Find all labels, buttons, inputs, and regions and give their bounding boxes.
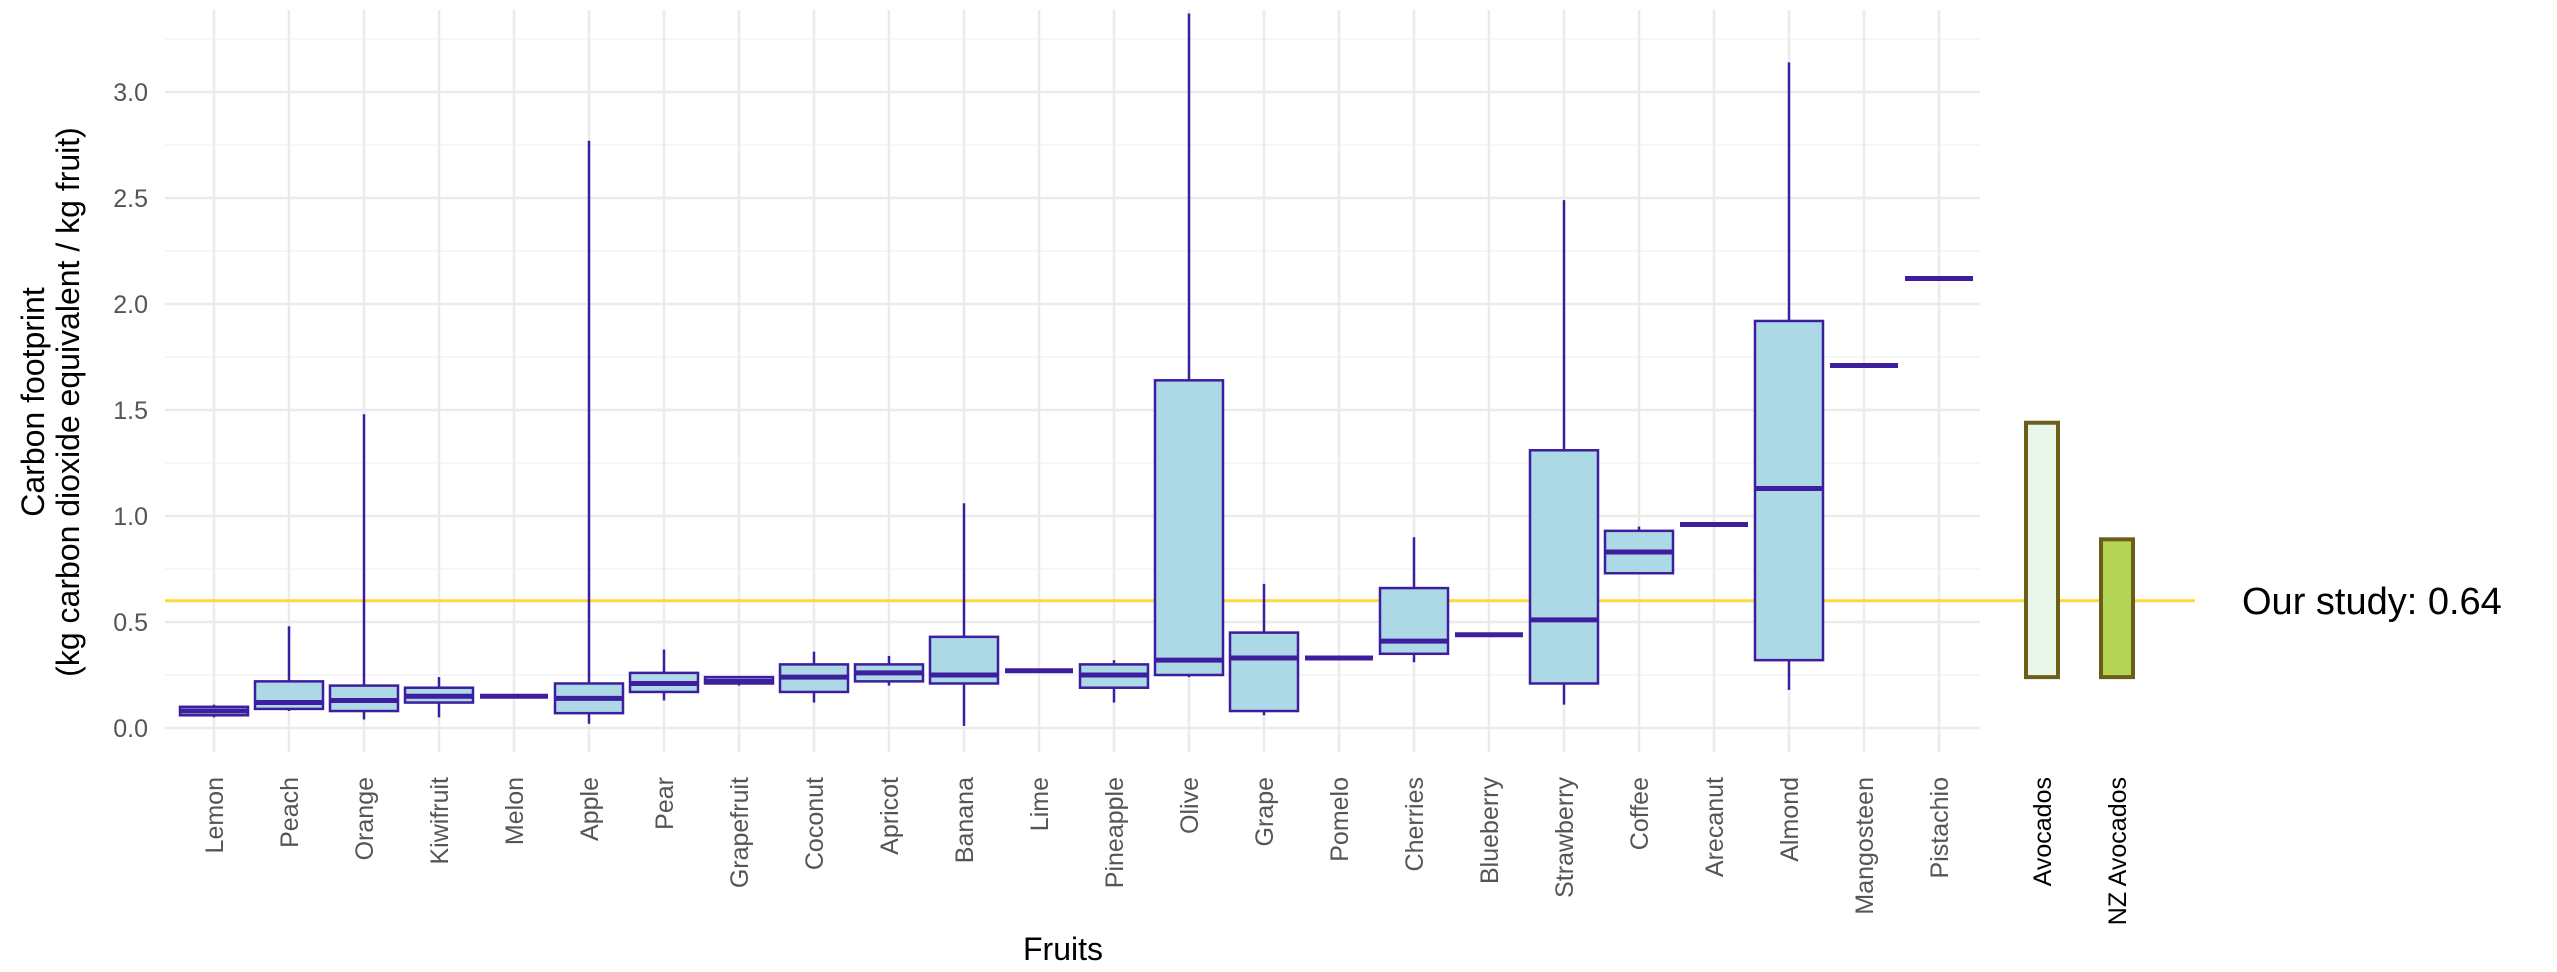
box-olive <box>1153 13 1225 678</box>
box-strawberry <box>1528 200 1600 705</box>
x-tick-label: Cherries <box>1401 777 1429 871</box>
range-label: Avocados <box>2029 777 2057 886</box>
x-tick-label: Grape <box>1251 777 1279 846</box>
box-lemon <box>178 704 250 718</box>
box-apricot <box>853 655 925 686</box>
x-tick-label: Banana <box>951 777 979 863</box>
x-tick-label: Kiwifruit <box>426 777 454 865</box>
grid-lines <box>165 10 1980 752</box>
box-orange <box>328 414 400 720</box>
study-reference-label: Our study: 0.64 <box>2242 581 2502 623</box>
x-tick-label: Pineapple <box>1101 777 1129 888</box>
box-iqr <box>1228 631 1300 713</box>
y-tick-label: 0.5 <box>113 609 148 637</box>
box-iqr <box>1378 586 1450 656</box>
box-banana <box>928 503 1000 726</box>
x-tick-label: Almond <box>1776 777 1804 862</box>
x-tick-label: Pomelo <box>1326 777 1354 862</box>
box-pear <box>628 649 700 701</box>
y-axis-ticks: 0.0 0.5 1.0 1.5 2.0 2.5 3.0 <box>113 79 148 743</box>
x-tick-label: Lime <box>1026 777 1054 831</box>
x-tick-label: Arecanut <box>1701 777 1729 877</box>
x-tick-label: Peach <box>276 777 304 848</box>
x-tick-label: Mangosteen <box>1851 777 1879 915</box>
x-tick-label: Olive <box>1176 777 1204 834</box>
x-axis-title: Fruits <box>1023 931 1103 967</box>
y-axis-title-line1: Carbon footprint <box>15 287 51 517</box>
x-tick-label: Coconut <box>801 777 829 870</box>
x-tick-label: Orange <box>351 777 379 860</box>
range-avocados <box>2024 420 2060 680</box>
x-tick-label: Strawberry <box>1551 777 1579 898</box>
x-tick-label: Apple <box>576 777 604 841</box>
x-tick-label: Apricot <box>876 777 904 855</box>
avocado-ranges: Avocados NZ Avocados <box>2024 420 2135 925</box>
box-coconut <box>778 651 850 703</box>
x-axis-category-labels: Lemon Peach Orange Kiwifruit Melon Apple Pear G… <box>201 777 1954 915</box>
x-tick-label: Pear <box>651 777 679 830</box>
x-tick-label: Coffee <box>1626 777 1654 850</box>
box-iqr <box>1528 449 1600 685</box>
box-coffee <box>1603 526 1675 575</box>
box-peach <box>253 626 325 712</box>
x-tick-label: Melon <box>501 777 529 845</box>
x-tick-label: Pistachio <box>1926 777 1954 878</box>
x-tick-label: Blueberry <box>1476 777 1504 884</box>
y-tick-label: 1.0 <box>113 503 148 531</box>
y-tick-label: 3.0 <box>113 79 148 107</box>
box-grape <box>1228 583 1300 716</box>
y-tick-label: 2.0 <box>113 291 148 319</box>
box-grapefruit <box>703 675 775 686</box>
box-kiwifruit <box>403 677 475 718</box>
box-pineapple <box>1078 660 1150 703</box>
box-iqr <box>1153 379 1225 677</box>
range-nz-avocados <box>2099 537 2135 680</box>
box-apple <box>553 140 625 724</box>
range-label: NZ Avocados <box>2104 777 2132 925</box>
y-axis-title-line2: (kg carbon dioxide equivalent / kg fruit… <box>50 127 86 677</box>
x-tick-label: Lemon <box>201 777 229 853</box>
box-almond <box>1753 62 1825 690</box>
y-tick-label: 1.5 <box>113 397 148 425</box>
box-cherries <box>1378 537 1450 663</box>
box-plots <box>178 13 1973 726</box>
y-tick-label: 2.5 <box>113 185 148 213</box>
y-tick-label: 0.0 <box>113 715 148 743</box>
x-tick-label: Grapefruit <box>726 777 754 888</box>
